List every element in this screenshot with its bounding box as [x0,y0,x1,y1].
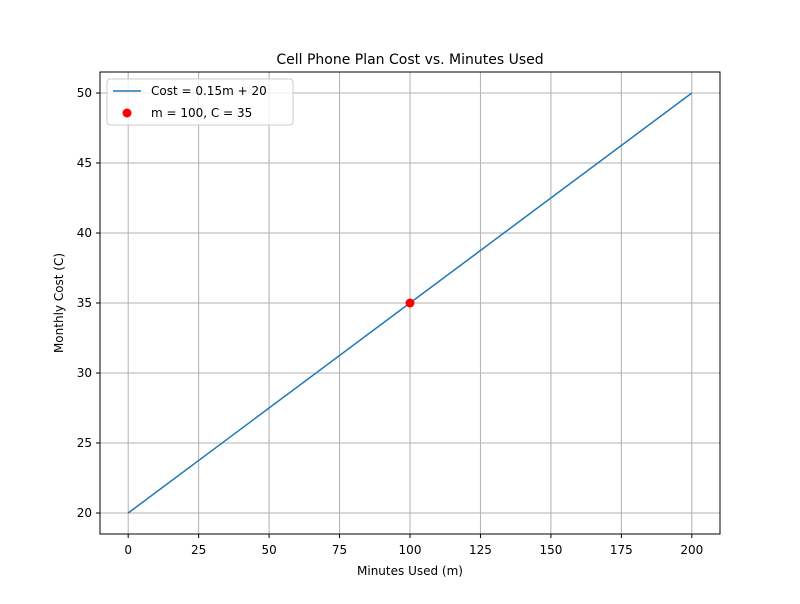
y-tick-label: 25 [77,436,92,450]
grid-lines [100,72,720,534]
legend-entry-point: m = 100, C = 35 [151,106,252,120]
legend-entry-line: Cost = 0.15m + 20 [151,84,267,98]
x-tick-label: 125 [469,543,492,557]
legend-box [106,78,294,126]
y-tick-label: 50 [77,86,92,100]
chart-title: Cell Phone Plan Cost vs. Minutes Used [276,52,543,68]
y-tick-label: 20 [77,506,92,520]
y-tick-label: 40 [77,226,92,240]
x-tick-label: 25 [191,543,206,557]
legend-marker-swatch [122,108,132,118]
highlight-point [405,298,415,308]
x-tick-label: 0 [124,543,132,557]
x-tick-label: 100 [399,543,422,557]
y-tick-label: 30 [77,366,92,380]
series-layer [127,92,693,514]
x-tick-label: 200 [680,543,703,557]
y-tick-label: 35 [77,296,92,310]
x-tick-label: 150 [539,543,562,557]
x-tick-label: 175 [610,543,633,557]
y-tick-label: 45 [77,156,92,170]
y-axis-label: Monthly Cost (C) [52,253,66,353]
legend: Cost = 0.15m + 20 m = 100, C = 35 [106,78,294,126]
x-tick-label: 50 [261,543,276,557]
axis-ticks: 0 25 50 75 100 125 150 175 200 20 25 30 35 40 45 50 [77,86,704,557]
x-axis-label: Minutes Used (m) [357,564,463,578]
x-tick-label: 75 [332,543,347,557]
